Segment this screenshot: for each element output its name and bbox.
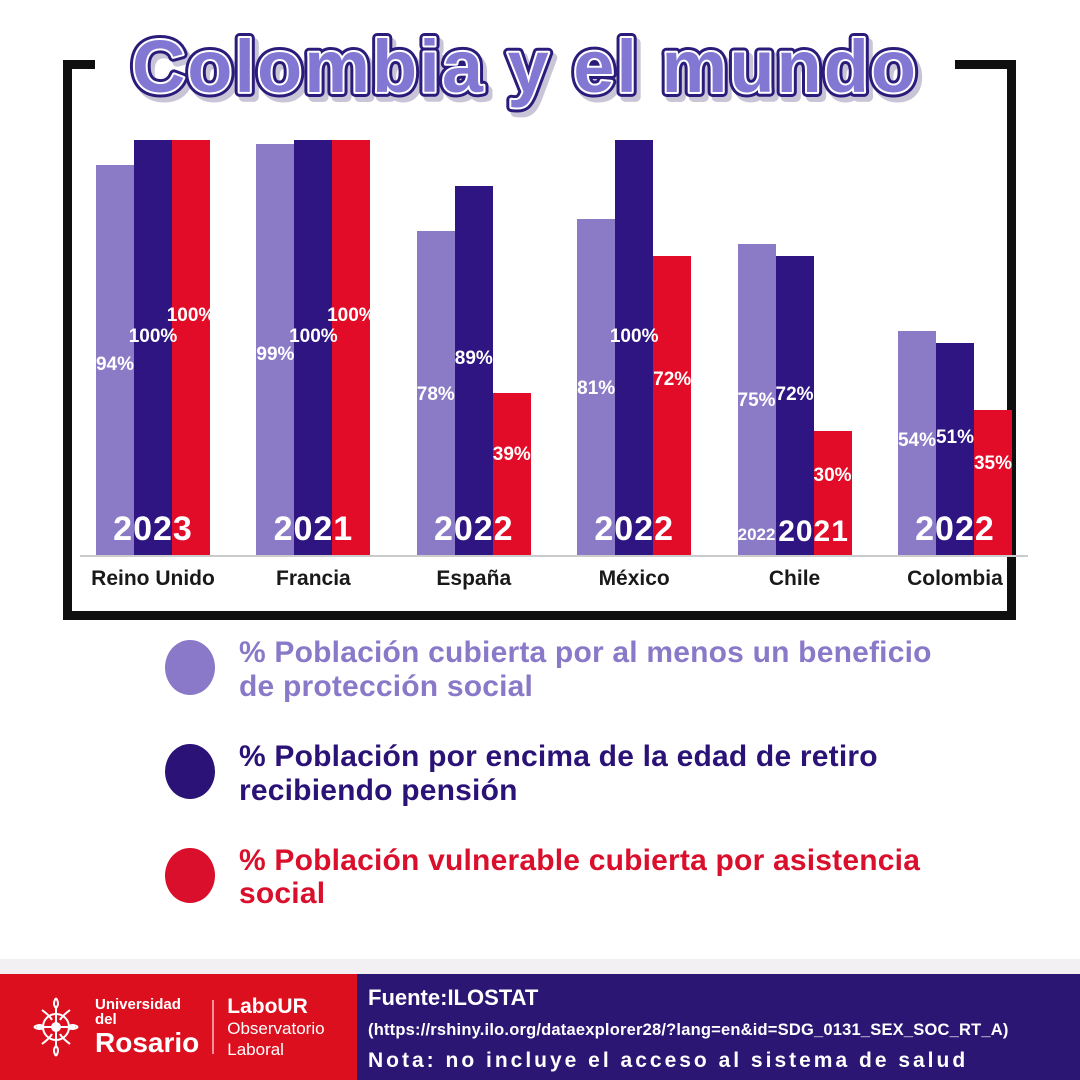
chart-frame [63, 60, 1016, 620]
bar-value-label: 51% [935, 427, 974, 449]
bar: 81% [577, 218, 616, 555]
country-label: Francia [276, 567, 351, 590]
source-label: Fuente:ILOSTAT [368, 985, 539, 1010]
bar-value-label: 100% [609, 325, 659, 347]
bar-group: 75% 72% 30% 2022 2021 Chile [737, 140, 852, 590]
bar-value-label: 81% [577, 378, 616, 400]
source-url: (https://rshiny.ilo.org/dataexplorer28/?… [368, 1021, 1009, 1039]
university-name-top: Universidad del [95, 995, 181, 1029]
legend-label: % Población por encima de la edad de ret… [239, 739, 878, 807]
footer-source-block: Fuente:ILOSTAT (https://rshiny.ilo.org/d… [357, 974, 1080, 1080]
bar-value-label: 100% [289, 325, 338, 347]
bar-value-label: 30% [813, 464, 852, 486]
legend-bullet-red-icon [165, 847, 215, 903]
bar: 100% [167, 140, 215, 555]
labour-name: LaboUR [227, 995, 308, 1019]
legend-item-pension: % Población por encima de la edad de ret… [165, 740, 939, 808]
prefooter-strip [0, 959, 1080, 974]
source-note: Nota: no incluye el acceso al sistema de… [368, 1049, 969, 1072]
bar: 39% [493, 393, 531, 555]
bar-group: 94% 100% 100% 2023 Reino Unido [91, 140, 215, 590]
university-wordmark: Universidad del Rosario [95, 995, 200, 1059]
legend-bullet-purple-icon [165, 640, 215, 695]
bar: 94% [95, 164, 135, 555]
chart-title-svg: Colombia y el mundo Colombia y el mundo [127, 20, 921, 113]
bar-value-label: 100% [166, 304, 216, 326]
university-name-bottom: Rosario [95, 1027, 200, 1059]
footer-brand-block: Universidad del Rosario LaboUR Observato… [0, 974, 357, 1080]
bar-value-label: 100% [327, 304, 376, 326]
bar-value-label: 75% [737, 389, 776, 411]
plot-area: 94% 100% 100% 2023 Reino Unido 99% 100% 100% 202… [80, 140, 1028, 590]
bar-value-label: 35% [973, 453, 1012, 475]
bar: 72% [653, 256, 691, 555]
bar: 100% [327, 140, 376, 555]
country-label: Colombia [907, 567, 1003, 590]
bar: 75% [737, 243, 776, 555]
bar-value-label: 94% [95, 353, 135, 375]
country-label: España [436, 567, 512, 590]
bar-value-label: 89% [454, 348, 493, 370]
bar-value-label: 100% [128, 325, 178, 347]
bar: 78% [417, 231, 455, 555]
footer-divider [212, 1000, 215, 1054]
bar-group: 54% 51% 35% 2022 Colombia [897, 140, 1012, 590]
country-label: Chile [768, 567, 821, 590]
bar-group: 78% 89% 39% 2022 España [417, 140, 531, 590]
bar: 30% [813, 430, 852, 555]
legend-item-proteccion-social: % Población cubierta por al menos un ben… [165, 636, 939, 704]
bar-group: 81% 100% 72% 2022 México [577, 140, 691, 590]
bar: 89% [454, 185, 493, 555]
bar-value-label: 39% [492, 444, 531, 465]
country-label: Reino Unido [91, 567, 215, 590]
bar-value-label: 54% [897, 429, 936, 451]
bar-value-label: 72% [653, 368, 692, 390]
bar-value-label: 72% [775, 383, 814, 405]
rosario-crest-icon [33, 997, 79, 1057]
bar-group: 99% 100% 100% 2021 Francia [256, 140, 376, 590]
bar-value-label: 78% [416, 384, 455, 406]
chart-title: Colombia y el mundo Colombia y el mundo [95, 6, 955, 118]
labour-subtitle: Observatorio Laboral [227, 1019, 325, 1059]
bar: 100% [289, 140, 338, 555]
bar: 54% [897, 330, 936, 555]
bar: 100% [610, 140, 658, 555]
chart-title-text-overlay: Colombia y el mundo [132, 25, 918, 108]
legend-label: % Población cubierta por al menos un ben… [239, 636, 932, 703]
legend: % Población cubierta por al menos un ben… [165, 636, 939, 911]
bar-value-label: 99% [256, 344, 295, 366]
bar: 100% [129, 140, 177, 555]
bar: 72% [776, 256, 814, 555]
chart-title-text: Colombia y el mundo [132, 25, 918, 108]
country-label: México [598, 567, 670, 590]
legend-bullet-navy-icon [165, 743, 215, 799]
legend-label: % Población vulnerable cubierta por asis… [239, 843, 921, 911]
bar: 51% [936, 343, 974, 555]
footer: Universidad del Rosario LaboUR Observato… [0, 974, 1080, 1080]
legend-item-asistencia-social: % Población vulnerable cubierta por asis… [165, 844, 939, 912]
labour-wordmark: LaboUR Observatorio Laboral [227, 994, 357, 1060]
bar: 99% [256, 144, 294, 555]
bar: 35% [973, 409, 1012, 555]
